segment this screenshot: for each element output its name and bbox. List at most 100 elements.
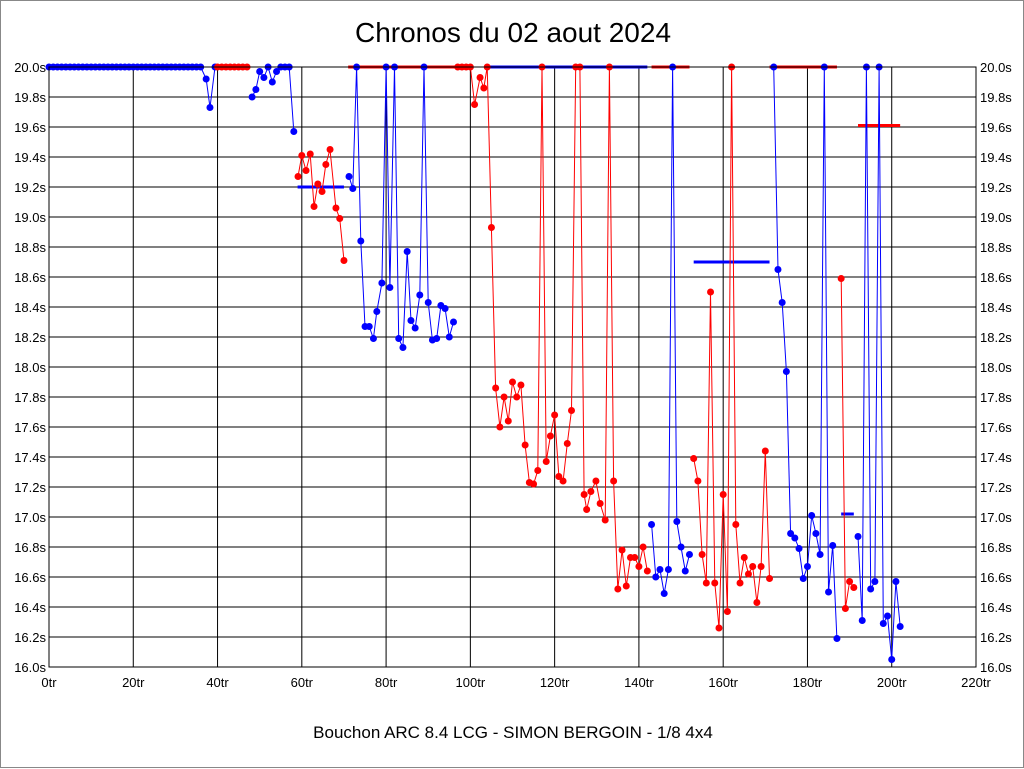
series-line-stint-7 — [651, 66, 690, 594]
lap-point — [761, 447, 769, 455]
y-tick-label-right: 17.2s — [980, 480, 1012, 495]
lap-point — [378, 279, 386, 287]
lap-point — [643, 567, 651, 575]
lap-point — [407, 317, 415, 324]
lap-point — [618, 546, 626, 554]
plot-frame — [48, 66, 977, 668]
lap-point — [260, 74, 268, 81]
y-tick-label-right: 18.2s — [980, 330, 1012, 345]
series-lines — [49, 65, 901, 660]
y-tick-label-right: 18.8s — [980, 240, 1012, 255]
lap-point — [273, 68, 281, 75]
x-axis-label: Bouchon ARC 8.4 LCG - SIMON BERGOIN - 1/… — [313, 723, 713, 742]
y-tick-label-left: 16.6s — [14, 570, 46, 585]
reference-lines — [297, 65, 901, 516]
y-tick-label-right: 18.6s — [980, 270, 1012, 285]
lap-point — [487, 224, 495, 231]
lap-point — [782, 368, 790, 375]
lap-point — [812, 530, 820, 537]
lap-point — [837, 275, 845, 282]
lap-point — [732, 521, 740, 528]
lap-point — [318, 188, 326, 195]
lap-point — [357, 237, 365, 245]
lap-point — [879, 620, 887, 627]
lap-point — [753, 599, 761, 606]
lap-point — [711, 579, 719, 587]
lap-point — [424, 299, 432, 306]
y-tick-label-right: 16.6s — [980, 570, 1012, 585]
x-tick-label: 200tr — [877, 675, 907, 690]
lap-point — [583, 506, 591, 513]
lap-point — [656, 566, 664, 573]
lap-point — [888, 656, 896, 663]
lap-point — [778, 299, 786, 306]
lap-point — [892, 578, 900, 585]
y-tick-label-left: 17.6s — [14, 420, 46, 435]
x-tick-label: 100tr — [456, 675, 486, 690]
lap-point — [808, 512, 816, 519]
x-tick-label: 140tr — [624, 675, 654, 690]
y-tick-label-right: 18.0s — [980, 360, 1012, 375]
y-tick-label-right: 19.4s — [980, 150, 1012, 165]
lap-point — [202, 75, 210, 83]
lap-point — [803, 563, 811, 570]
lap-point — [322, 161, 330, 168]
lap-point — [450, 318, 458, 326]
lap-point — [302, 167, 310, 174]
lap-point — [757, 563, 765, 570]
y-tick-label-right: 16.4s — [980, 600, 1012, 615]
lap-point — [411, 324, 419, 332]
lap-point — [551, 411, 559, 419]
y-tick-label-left: 19.4s — [14, 150, 46, 165]
y-tick-label-right: 16.8s — [980, 540, 1012, 555]
axis-ticks: 0tr 20tr 40tr 60tr 80tr 100tr 120tr 140tr 160tr 1… — [14, 60, 1012, 690]
lap-point — [403, 248, 411, 255]
x-tick-label: 0tr — [41, 675, 57, 690]
lap-point — [702, 579, 710, 587]
lap-point — [534, 467, 542, 474]
lap-point — [345, 173, 353, 180]
y-tick-label-right: 20.0s — [980, 60, 1012, 75]
lap-point — [736, 579, 744, 587]
lap-point — [631, 554, 639, 561]
lap-point — [648, 521, 656, 528]
series-line-stint-8 — [693, 66, 770, 629]
lap-point — [673, 518, 681, 525]
lap-point — [555, 473, 563, 480]
lap-point — [310, 203, 318, 210]
lap-point — [740, 554, 748, 561]
chart-title: Chronos du 02 aout 2024 — [354, 17, 672, 48]
lap-point — [252, 86, 260, 93]
lap-point — [492, 384, 500, 392]
lap-point — [825, 588, 833, 596]
lap-point — [395, 335, 403, 342]
lap-point — [416, 291, 424, 299]
x-tick-label: 180tr — [793, 675, 823, 690]
y-tick-label-right: 19.2s — [980, 180, 1012, 195]
y-tick-label-right: 17.0s — [980, 510, 1012, 525]
lap-point — [854, 533, 862, 540]
lap-point — [601, 516, 609, 524]
lap-point — [639, 543, 647, 551]
x-tick-label: 160tr — [708, 675, 738, 690]
lap-point — [587, 488, 595, 495]
y-tick-label-right: 19.6s — [980, 120, 1012, 135]
lap-point — [365, 323, 373, 330]
lap-point — [774, 266, 782, 273]
lap-point — [517, 381, 525, 389]
lap-point — [799, 575, 807, 582]
lap-point — [546, 432, 554, 440]
lap-point — [567, 407, 575, 414]
x-tick-label: 60tr — [291, 675, 314, 690]
y-tick-label-right: 16.0s — [980, 660, 1012, 675]
lap-point — [349, 185, 357, 192]
lap-point — [386, 284, 394, 291]
lap-point — [652, 573, 660, 581]
lap-point — [787, 530, 795, 537]
y-tick-label-left: 16.0s — [14, 660, 46, 675]
lap-point — [433, 335, 441, 342]
y-tick-label-left: 19.8s — [14, 90, 46, 105]
series-line-stint-3 — [251, 65, 295, 132]
lap-point — [326, 146, 334, 153]
